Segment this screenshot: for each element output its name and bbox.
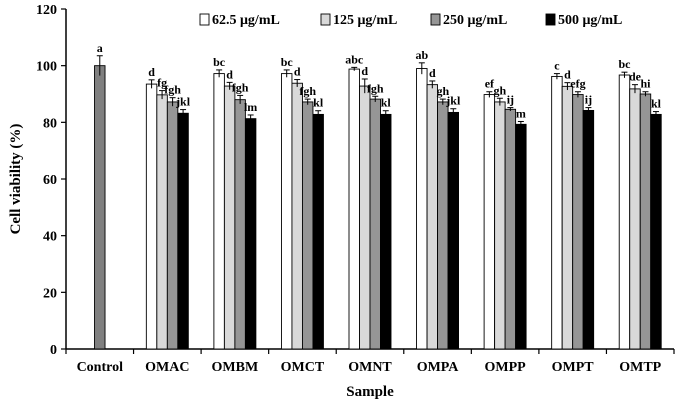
bar (156, 94, 168, 350)
bar (145, 83, 158, 350)
x-tick-label: OMPP (485, 360, 527, 375)
significance-label: d (226, 67, 233, 81)
bar (416, 68, 428, 350)
significance-label: d (564, 68, 571, 82)
legend-swatch (430, 13, 441, 26)
significance-labels: adfgfghjklbcdfghlmbcdfghklabcdfghklabdgh… (97, 41, 662, 121)
bar (447, 111, 460, 350)
significance-label: lm (244, 100, 257, 114)
significance-label: jkl (175, 95, 191, 109)
significance-label: gh (436, 84, 449, 98)
significance-label: abc (345, 52, 364, 66)
bar (629, 88, 641, 350)
significance-label: ij (585, 93, 592, 107)
bar (380, 113, 392, 350)
x-tick-label: OMTP (619, 360, 661, 375)
significance-label: hi (640, 77, 651, 91)
bar (369, 98, 381, 350)
y-tick-label: 100 (36, 60, 57, 75)
significance-label: d (294, 65, 301, 79)
bar (494, 101, 506, 350)
x-tick-label: OMBM (212, 360, 259, 375)
y-tick-label: 20 (43, 286, 57, 301)
legend-swatch (199, 13, 210, 26)
legend: 62.5 μg/mL 125 μg/mL 250 μg/mL 500 μg/mL (199, 13, 622, 28)
legend-swatch (545, 13, 556, 26)
bar (223, 85, 236, 350)
bar (301, 101, 314, 350)
y-tick-label: 0 (50, 343, 57, 358)
x-tick-label: OMCT (281, 360, 325, 375)
significance-label: c (554, 59, 560, 73)
significance-label: de (629, 70, 642, 84)
x-tick-label: OMPT (552, 360, 595, 375)
bar (618, 74, 631, 350)
bar (244, 118, 257, 350)
x-tick-label: OMNT (348, 360, 392, 375)
bar (437, 101, 449, 350)
bar (94, 65, 106, 350)
legend-swatch (320, 13, 331, 26)
significance-label: kl (651, 97, 662, 111)
bar (348, 68, 360, 350)
bar (280, 73, 293, 350)
significance-label: fgh (232, 80, 249, 94)
significance-label: d (429, 66, 436, 80)
bar (504, 108, 517, 350)
significance-label: d (148, 65, 155, 79)
bar (312, 113, 324, 350)
x-tick-label: OMAC (145, 360, 189, 375)
significance-label: bc (281, 55, 294, 69)
legend-label: 125 μg/mL (333, 13, 397, 28)
y-tick-label: 80 (43, 116, 57, 131)
y-tick-label: 60 (43, 173, 57, 188)
bars (94, 55, 662, 350)
bar (166, 101, 179, 350)
significance-label: gh (494, 83, 507, 97)
significance-label: bc (213, 55, 226, 69)
axes: 0 20 40 60 80 100 120 Control OMAC OMBM OMCT OMNT OM… (36, 3, 675, 375)
significance-label: efg (570, 77, 585, 91)
bar (483, 94, 496, 350)
significance-label: bc (618, 57, 631, 71)
bar (515, 123, 527, 350)
significance-label: fg (157, 76, 167, 90)
y-axis-title: Cell viability (%) (8, 124, 24, 235)
significance-label: fgh (367, 81, 384, 95)
bar (650, 113, 662, 350)
bar (213, 73, 225, 350)
bar (582, 109, 595, 350)
bar (177, 112, 189, 350)
y-tick-label: 40 (43, 230, 57, 245)
significance-label: m (516, 106, 526, 120)
significance-label: ef (485, 77, 495, 91)
significance-label: ab (415, 48, 428, 62)
bar (561, 85, 574, 350)
bar (551, 75, 563, 350)
significance-label: kl (381, 96, 392, 110)
bar (234, 99, 246, 350)
legend-label: 250 μg/mL (443, 13, 507, 28)
significance-label: fgh (164, 83, 181, 97)
significance-label: a (97, 41, 103, 55)
x-axis-title: Sample (346, 384, 394, 400)
bar (639, 93, 652, 350)
significance-label: ij (507, 93, 514, 107)
significance-label: kl (313, 96, 324, 110)
y-tick-label: 120 (36, 3, 57, 18)
legend-label: 500 μg/mL (558, 13, 622, 28)
x-tick-label: OMPA (417, 360, 460, 375)
significance-label: d (361, 64, 368, 78)
x-tick-label: Control (77, 360, 124, 375)
significance-label: jkl (445, 94, 461, 108)
legend-label: 62.5 μg/mL (212, 13, 280, 28)
bar (291, 82, 303, 350)
bar (426, 84, 439, 350)
significance-label: fgh (299, 84, 316, 98)
bar (572, 94, 584, 350)
bar (359, 85, 371, 350)
